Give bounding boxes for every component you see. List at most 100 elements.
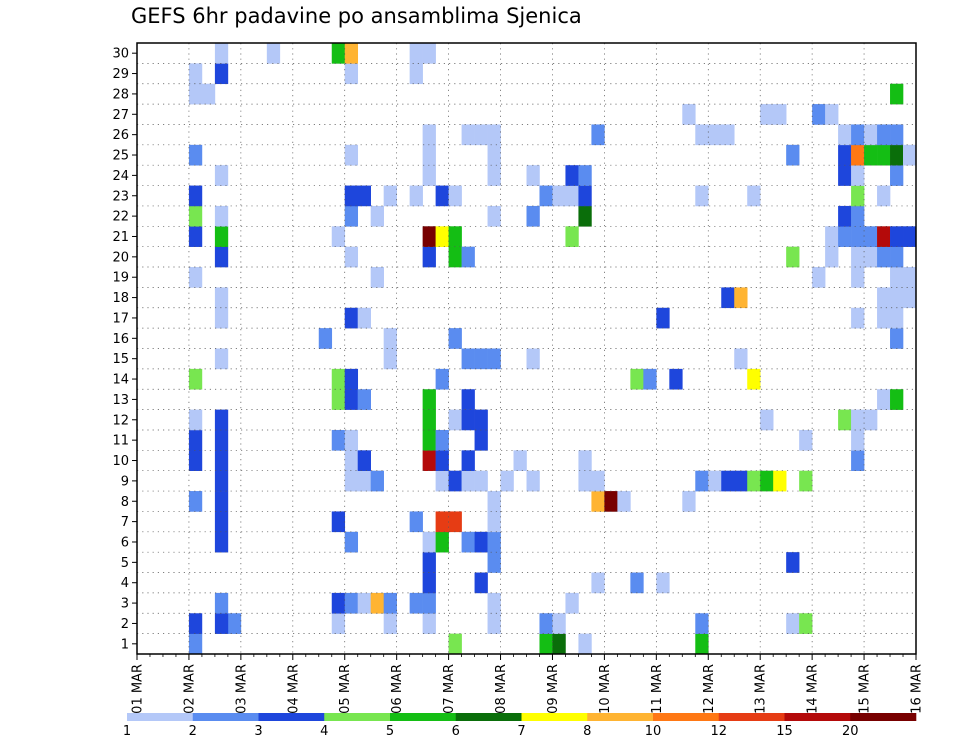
heatmap-cell bbox=[591, 124, 605, 146]
heatmap-cell bbox=[383, 328, 397, 349]
heatmap-cell bbox=[422, 450, 436, 471]
heatmap-cell bbox=[344, 368, 359, 390]
heatmap-cell bbox=[760, 470, 774, 492]
heatmap-cell bbox=[890, 83, 904, 105]
heatmap-cell bbox=[214, 287, 229, 309]
colorbar-swatch bbox=[850, 713, 917, 721]
heatmap-cell bbox=[357, 307, 371, 329]
heatmap-cell bbox=[747, 185, 761, 207]
heatmap-cell bbox=[188, 185, 203, 207]
colorbar-swatch bbox=[324, 713, 391, 721]
heatmap-cell bbox=[448, 511, 462, 533]
heatmap-cell bbox=[435, 226, 449, 247]
y-tick-label: 29 bbox=[112, 67, 129, 82]
x-tick-label: 05 MAR bbox=[338, 664, 353, 714]
heatmap-cell bbox=[461, 348, 475, 370]
heatmap-cell bbox=[617, 491, 631, 512]
heatmap-cell bbox=[435, 185, 449, 207]
heatmap-cell bbox=[851, 429, 865, 451]
heatmap-cell bbox=[721, 287, 735, 309]
heatmap-cells bbox=[188, 43, 917, 655]
heatmap-cell bbox=[682, 491, 696, 512]
colorbar-label: 4 bbox=[320, 724, 328, 739]
heatmap-cell bbox=[864, 409, 878, 431]
heatmap-cell bbox=[526, 205, 540, 227]
heatmap-cell bbox=[357, 389, 371, 410]
heatmap-cell bbox=[474, 409, 488, 431]
heatmap-cell bbox=[422, 409, 436, 431]
x-tick-label: 03 MAR bbox=[234, 664, 249, 714]
heatmap-cell bbox=[331, 368, 346, 390]
heatmap-cell bbox=[344, 429, 359, 451]
heatmap-cell bbox=[214, 592, 229, 614]
heatmap-cell bbox=[578, 470, 592, 492]
heatmap-cell bbox=[838, 144, 852, 166]
heatmap-cell bbox=[448, 246, 462, 268]
heatmap-cell bbox=[474, 470, 488, 492]
heatmap-cell bbox=[890, 328, 904, 349]
heatmap-cell bbox=[552, 633, 566, 655]
heatmap-cell bbox=[435, 429, 449, 451]
heatmap-cell bbox=[539, 185, 553, 207]
heatmap-cell bbox=[747, 368, 761, 390]
heatmap-cell bbox=[422, 389, 436, 410]
heatmap-cell bbox=[708, 124, 722, 146]
heatmap-cell bbox=[695, 185, 709, 207]
heatmap-cell bbox=[214, 43, 229, 64]
y-tick-label: 2 bbox=[121, 617, 129, 632]
heatmap-cell bbox=[188, 429, 203, 451]
heatmap-cell bbox=[422, 429, 436, 451]
colorbar-label: 5 bbox=[386, 724, 394, 739]
heatmap-cell bbox=[812, 267, 826, 288]
heatmap-cell bbox=[227, 613, 242, 634]
heatmap-cell bbox=[409, 185, 423, 207]
heatmap-cell bbox=[188, 368, 203, 390]
y-tick-label: 14 bbox=[112, 373, 129, 388]
colorbar-swatch bbox=[258, 713, 325, 721]
heatmap-cell bbox=[695, 470, 709, 492]
heatmap-cell bbox=[461, 450, 475, 471]
heatmap-cell bbox=[851, 246, 865, 268]
heatmap-cell bbox=[357, 185, 371, 207]
y-tick-label: 11 bbox=[112, 434, 129, 449]
heatmap-cell bbox=[747, 470, 761, 492]
x-tick-label: 09 MAR bbox=[546, 664, 561, 714]
heatmap-cell bbox=[903, 267, 917, 288]
y-tick-label: 9 bbox=[121, 474, 129, 489]
heatmap-cell bbox=[851, 450, 865, 471]
heatmap-cell bbox=[344, 389, 359, 410]
heatmap-cell bbox=[890, 246, 904, 268]
heatmap-cell bbox=[383, 185, 397, 207]
colorbar-swatch bbox=[127, 713, 194, 721]
heatmap-cell bbox=[734, 470, 748, 492]
heatmap-cell bbox=[890, 287, 904, 309]
heatmap-cell bbox=[344, 185, 359, 207]
heatmap-cell bbox=[474, 348, 488, 370]
heatmap-cell bbox=[214, 429, 229, 451]
heatmap-cell bbox=[214, 491, 229, 512]
heatmap-cell bbox=[214, 205, 229, 227]
heatmap-cell bbox=[591, 491, 605, 512]
heatmap-cell bbox=[487, 124, 501, 146]
heatmap-cell bbox=[578, 165, 592, 186]
heatmap-cell bbox=[435, 368, 449, 390]
heatmap-cell bbox=[565, 226, 579, 247]
heatmap-cell bbox=[461, 246, 475, 268]
heatmap-cell bbox=[461, 531, 475, 553]
x-tick-label: 14 MAR bbox=[806, 664, 821, 714]
heatmap-cell bbox=[214, 409, 229, 431]
heatmap-cell bbox=[214, 348, 229, 370]
colorbar-label: 15 bbox=[776, 724, 793, 739]
heatmap-cell bbox=[344, 246, 359, 268]
heatmap-cell bbox=[838, 409, 852, 431]
y-tick-label: 20 bbox=[112, 250, 129, 265]
y-tick-label: 1 bbox=[121, 637, 129, 652]
colorbar-swatch bbox=[455, 713, 522, 721]
heatmap-cell bbox=[903, 226, 917, 247]
heatmap-cell bbox=[188, 613, 203, 634]
heatmap-cell bbox=[461, 389, 475, 410]
x-tick-label: 01 MAR bbox=[131, 664, 146, 714]
heatmap-cell bbox=[487, 531, 501, 553]
heatmap-cell bbox=[734, 348, 748, 370]
y-tick-label: 24 bbox=[112, 169, 129, 184]
